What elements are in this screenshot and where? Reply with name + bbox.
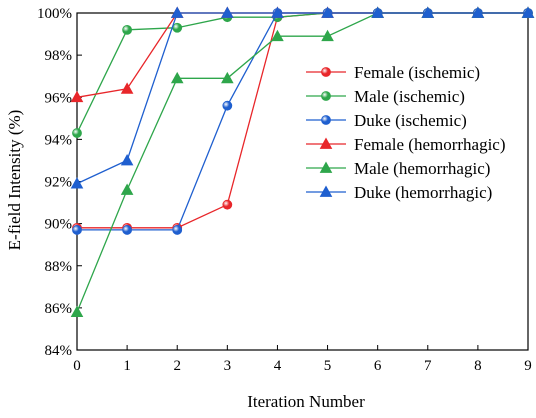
data-point	[70, 305, 84, 317]
series-line	[76, 12, 528, 185]
data-point	[170, 71, 184, 84]
x-tick-label: 9	[524, 358, 532, 374]
data-point	[170, 6, 184, 18]
x-tick-label: 3	[224, 358, 232, 374]
legend-item: Duke (hemorrhagic)	[306, 183, 492, 202]
y-axis-label: E-field Intensity (%)	[5, 110, 24, 251]
y-tick-label: 88%	[45, 259, 73, 275]
series-5	[70, 6, 535, 189]
data-point	[120, 82, 134, 94]
legend-label: Female (hemorrhagic)	[354, 135, 506, 154]
x-tick-label: 1	[123, 358, 131, 374]
x-tick-label: 6	[374, 358, 382, 374]
data-point	[471, 6, 485, 18]
data-point	[221, 6, 234, 18]
x-axis-label: Iteration Number	[247, 392, 365, 411]
data-point	[321, 29, 334, 42]
y-tick-label: 96%	[45, 90, 73, 106]
legend-label: Duke (hemorrhagic)	[354, 183, 492, 202]
data-point	[172, 225, 183, 235]
x-tick-label: 2	[173, 358, 181, 374]
data-point	[222, 100, 233, 111]
legend-marker	[321, 91, 331, 101]
data-point	[521, 6, 535, 18]
y-tick-label: 90%	[45, 217, 73, 233]
data-point	[271, 6, 284, 18]
y-tick-label: 100%	[37, 6, 72, 22]
data-point	[72, 128, 82, 138]
data-point	[70, 177, 84, 189]
legend-marker	[321, 115, 331, 125]
legend-item: Duke (ischemic)	[306, 111, 467, 130]
y-tick-label: 92%	[45, 175, 73, 191]
y-tick-label: 84%	[45, 343, 73, 359]
legend-item: Male (hemorrhagic)	[306, 159, 490, 178]
y-tick-label: 86%	[45, 301, 73, 317]
data-point	[221, 71, 234, 84]
x-tick-label: 4	[274, 358, 282, 374]
data-point	[371, 6, 384, 18]
data-point	[120, 153, 134, 166]
data-point	[120, 183, 134, 195]
legend-marker	[319, 185, 333, 197]
legend-item: Female (hemorrhagic)	[306, 135, 506, 154]
data-point	[271, 29, 284, 42]
legend-item: Female (ischemic)	[306, 63, 480, 82]
y-tick-label: 98%	[45, 48, 73, 64]
data-point	[70, 90, 84, 103]
data-point	[122, 225, 133, 235]
x-tick-label: 8	[474, 358, 482, 374]
data-point	[222, 199, 233, 210]
legend-marker	[321, 67, 331, 77]
legend-label: Female (ischemic)	[354, 63, 480, 82]
data-point	[321, 6, 334, 18]
legend-item: Male (ischemic)	[306, 87, 465, 106]
y-tick-label: 94%	[45, 132, 73, 148]
x-tick-label: 7	[424, 358, 432, 374]
series-line	[76, 12, 528, 98]
data-point	[421, 6, 435, 18]
x-tick-label: 0	[73, 358, 81, 374]
data-point	[122, 24, 133, 35]
legend-label: Duke (ischemic)	[354, 111, 467, 130]
data-point	[72, 225, 82, 235]
legend-marker	[319, 137, 333, 149]
legend-label: Male (hemorrhagic)	[354, 159, 490, 178]
data-point	[172, 22, 183, 33]
legend-label: Male (ischemic)	[354, 87, 465, 106]
legend-marker	[319, 161, 333, 173]
x-tick-label: 5	[324, 358, 332, 374]
